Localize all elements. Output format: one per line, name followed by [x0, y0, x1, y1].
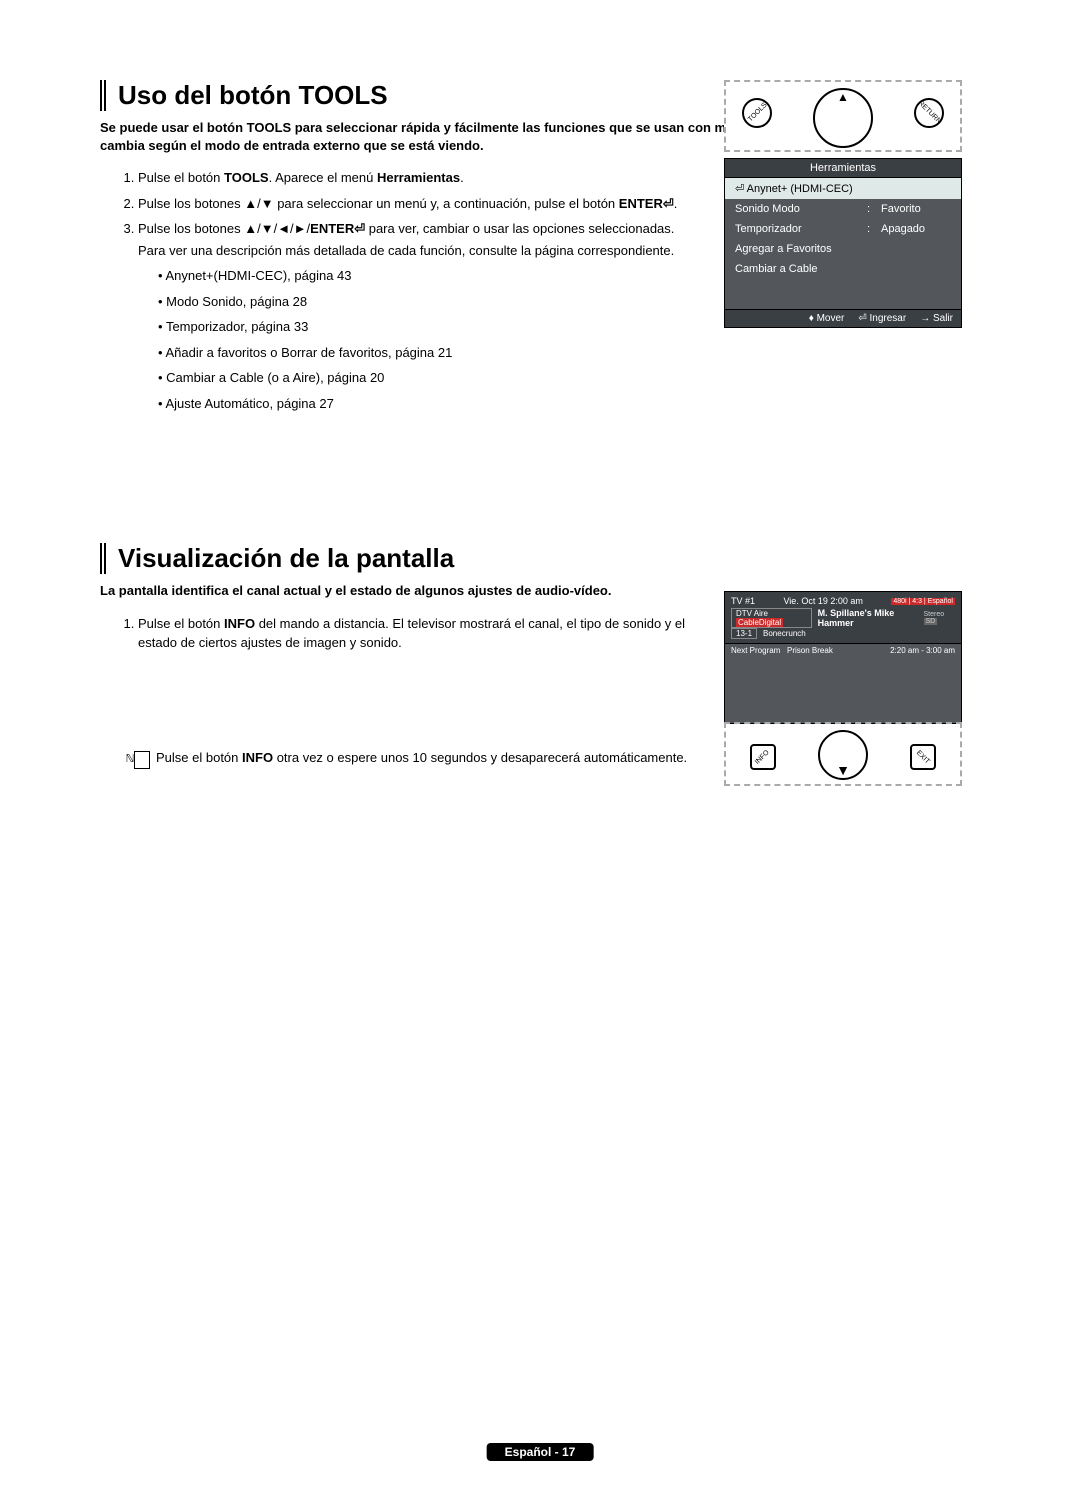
steps-list-display: Pulse el botón INFO del mando a distanci… [100, 614, 700, 653]
section-tools: Uso del botón TOOLS Se puede usar el bot… [100, 80, 980, 413]
bullet-item: Cambiar a Cable (o a Aire), página 20 [158, 368, 700, 388]
section-display: Visualización de la pantalla La pantalla… [100, 543, 980, 768]
tools-menu-panel: Herramientas ⏎ Anynet+ (HDMI-CEC) Sonido… [724, 158, 962, 328]
dpad-down-icon: ▼ [818, 730, 868, 780]
info-panel-header: TV #1 Vie. Oct 19 2:00 am 480i | 4:3 | E… [724, 591, 962, 644]
bullet-item: Temporizador, página 33 [158, 317, 700, 337]
info-panel-body: Next Program Prison Break 2:20 am - 3:00… [724, 644, 962, 724]
info-button-icon: INFO [750, 744, 776, 770]
bullet-item: Anynet+(HDMI-CEC), página 43 [158, 266, 700, 286]
note-info: ℕPulse el botón INFO otra vez o espere u… [138, 749, 700, 769]
dpad-up-icon: ▲ [813, 88, 873, 148]
return-button-icon: RETURN [914, 98, 944, 128]
bullet-list: Anynet+(HDMI-CEC), página 43 Modo Sonido… [138, 266, 700, 413]
bullet-item: Ajuste Automático, página 27 [158, 394, 700, 414]
info-tv-label: TV #1 [731, 596, 755, 606]
tools-menu-row: ⏎ Anynet+ (HDMI-CEC) [725, 178, 961, 199]
info-panel: TV #1 Vie. Oct 19 2:00 am 480i | 4:3 | E… [724, 591, 962, 786]
info-program-sub: Bonecrunch [763, 629, 806, 638]
tools-button-icon: TOOLS [742, 98, 772, 128]
step-2: Pulse los botones ▲/▼ para seleccionar u… [138, 194, 700, 214]
display-step-1: Pulse el botón INFO del mando a distanci… [138, 614, 700, 653]
info-source: DTV Aire CableDigital [731, 608, 812, 628]
step-3: Pulse los botones ▲/▼/◄/►/ENTER⏎ para ve… [138, 219, 700, 413]
page-footer: Español - 17 [487, 1443, 594, 1461]
info-badges: 480i | 4:3 | Español [891, 598, 955, 605]
info-program-title: M. Spillane's Mike Hammer [818, 608, 918, 628]
tools-remote-diagram: TOOLS ▲ RETURN [724, 80, 962, 152]
info-stereo: Stereo SD [924, 611, 956, 625]
bullet-item: Modo Sonido, página 28 [158, 292, 700, 312]
exit-button-icon: EXIT [910, 744, 936, 770]
info-channel: 13-1 [731, 628, 757, 639]
footer-enter: ⏎ Ingresar [858, 313, 906, 324]
footer-exit: → Salir [920, 313, 953, 324]
tools-menu-footer: ♦ Mover ⏎ Ingresar → Salir [724, 310, 962, 328]
tools-menu-row: Temporizador:Apagado [725, 219, 961, 239]
heading-bar: Visualización de la pantalla [100, 543, 980, 574]
tools-menu-row: Cambiar a Cable [725, 259, 961, 279]
footer-move: ♦ Mover [809, 313, 845, 324]
tools-menu-row: Agregar a Favoritos [725, 239, 961, 259]
info-remote-diagram: INFO ▼ EXIT [724, 722, 962, 786]
steps-list: Pulse el botón TOOLS. Aparece el menú He… [100, 168, 700, 413]
tools-menu-body: ⏎ Anynet+ (HDMI-CEC) Sonido Modo:Favorit… [724, 178, 962, 310]
bullet-item: Añadir a favoritos o Borrar de favoritos… [158, 343, 700, 363]
tools-menu-row: Sonido Modo:Favorito [725, 199, 961, 219]
info-date: Vie. Oct 19 2:00 am [783, 596, 862, 606]
note-icon: ℕ [134, 751, 150, 769]
tools-menu-title: Herramientas [724, 158, 962, 178]
heading-display: Visualización de la pantalla [118, 543, 980, 574]
step-1: Pulse el botón TOOLS. Aparece el menú He… [138, 168, 700, 188]
